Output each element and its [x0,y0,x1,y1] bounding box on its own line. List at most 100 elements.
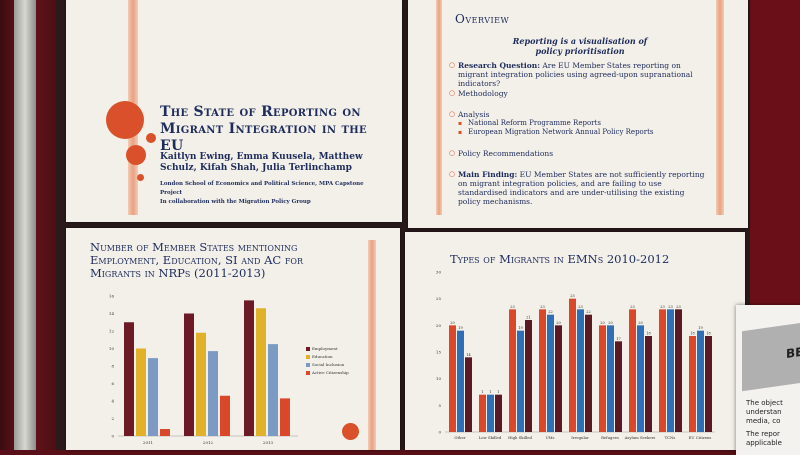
chart2-data-label: 1 [497,390,499,394]
side-card-line: media, co [746,417,781,425]
chart1-y-tick-label: 4 [111,399,114,404]
legend-label: Education [312,354,333,359]
chart1-bar [208,351,218,436]
chart2-x-tick-label: Other [454,435,465,440]
chart2-x-tick-label: Refugees [601,435,619,440]
chart1-stripe [368,240,376,450]
chart2-y-tick-label: 15 [436,350,442,355]
overview-subtitle: Reporting is a visualisation of policy p… [512,36,648,56]
chart2-data-label: 19 [518,326,522,330]
legend-swatch [306,347,310,351]
chart1-y-tick-label: 0 [111,434,114,439]
chart1-sheet [66,228,400,450]
chart2-data-label: 14 [466,353,471,357]
chart2-x-tick-label: Asylum Seekers [624,435,656,440]
chart2-x-tick-label: High Skilled [508,435,532,440]
chart2-data-label: 23 [630,305,634,309]
chart2-bar [569,298,576,432]
chart2-x-tick-label: Irregular [571,435,589,440]
chart2-bar [629,309,636,432]
side-card-box: BE [742,322,800,392]
chart2-data-label: 20 [608,321,612,325]
legend-label: Employment [312,346,338,351]
chart1-y-tick-label: 14 [109,311,115,316]
chart2-bar [615,341,622,432]
research-question: ○ Research Question: Are EU Member State… [449,61,708,88]
chart1-bar [220,395,230,436]
chart1-x-tick-label: 2011 [143,440,153,445]
poster-title: The State of Reporting on Migrant Integr… [160,104,367,154]
chart2-bar [555,325,562,432]
chart1-legend: Employment Education Social Inclusion Activ… [306,346,349,378]
methodology-label: Methodology [458,89,508,98]
title-circle-small [146,133,156,143]
affiliation-line-1: London School of Economics and Political… [160,181,364,196]
chart2-data-label: 21 [526,316,530,320]
chart2-data-label: 18 [690,332,694,336]
legend-swatch [306,355,310,359]
chart2-bar [585,314,592,432]
chart2-y-tick-label: 20 [436,323,442,328]
chart2-bar [577,309,584,432]
chart2-bar [697,330,704,432]
chart1-bar [148,358,158,436]
chart2-data-label: 18 [646,332,650,336]
chart2-data-label: 22 [548,310,552,314]
poster-authors: Kaitlyn Ewing, Emma Kuusela, Matthew Sch… [160,152,363,173]
chart2-bar [705,336,712,432]
chart2-data-label: 17 [616,337,620,341]
chart1-svg: 0 2 4 6 8 10 12 14 16 2011 2012 2013 [109,294,298,445]
chart1-y-tick-label: 12 [109,329,115,334]
chart1-bar [280,398,290,436]
analysis-item: ○ Analysis National Reform Programme Rep… [449,110,708,137]
chart2-bar [547,314,554,432]
chart2-bar [607,325,614,432]
chart2-x-tick-label: EU Citizens [689,435,712,440]
chart2-data-label: 23 [540,305,544,309]
chart1-bar [184,313,194,436]
overview-stripe [436,0,442,215]
chart2-data-label: 23 [676,305,680,309]
chart2-bar [645,336,652,432]
title-circle-large [106,101,144,139]
chart2-bar [659,309,666,432]
legend-label: Active Citizenship [312,370,349,375]
bullet-icon: ○ [449,110,456,118]
chart1-bar [124,322,134,436]
chart1-title: Number of Member States mentioning Emplo… [90,240,303,280]
bullet-icon: ○ [449,61,456,69]
chart2-title: Types of Migrants in EMNs 2010-2012 [450,252,670,266]
chart2-data-label: 25 [570,294,574,298]
frame-post [14,0,36,450]
legend-label: Social Inclusion [312,362,345,367]
bullet-icon: ○ [449,149,456,157]
chart2-bar [675,309,682,432]
chart2-data-label: 1 [489,390,491,394]
chart2-bar [637,325,644,432]
chart1-legend-entry: Education [306,354,349,359]
legend-swatch [306,371,310,375]
chart2-data-label: 20 [638,321,642,325]
chart2-data-label: 22 [586,310,590,314]
chart2-data-label: 20 [450,321,454,325]
research-question-text: Are EU Member States reporting on migran… [458,61,693,88]
chart1-bar [244,300,254,436]
analysis-label: Analysis [458,110,490,119]
chart2-data-label: 20 [556,321,560,325]
chart2-data-label: 18 [706,332,710,336]
chart2-bar [689,336,696,432]
chart2-data-label: 23 [668,305,672,309]
title-circle-tiny [137,174,144,181]
chart2-svg: 0 5 10 15 20 25 30 20 19 14 Other 1 1 1 Low Skilled 23 1… [436,270,715,440]
chart2-bar [539,309,546,432]
overview-stripe-right [716,0,724,215]
title-circle-medium [126,145,146,165]
bullet-icon: ○ [449,170,456,178]
chart1-bar [136,348,146,436]
chart1-bar [160,429,170,436]
analysis-sub-item: European Migration Network Annual Policy… [458,128,708,137]
main-finding-text: EU Member States are not sufficiently re… [458,170,705,206]
methodology-item: ○ Methodology [449,89,708,98]
chart2-x-tick-label: TCNs [665,435,676,440]
chart2-bar [599,325,606,432]
